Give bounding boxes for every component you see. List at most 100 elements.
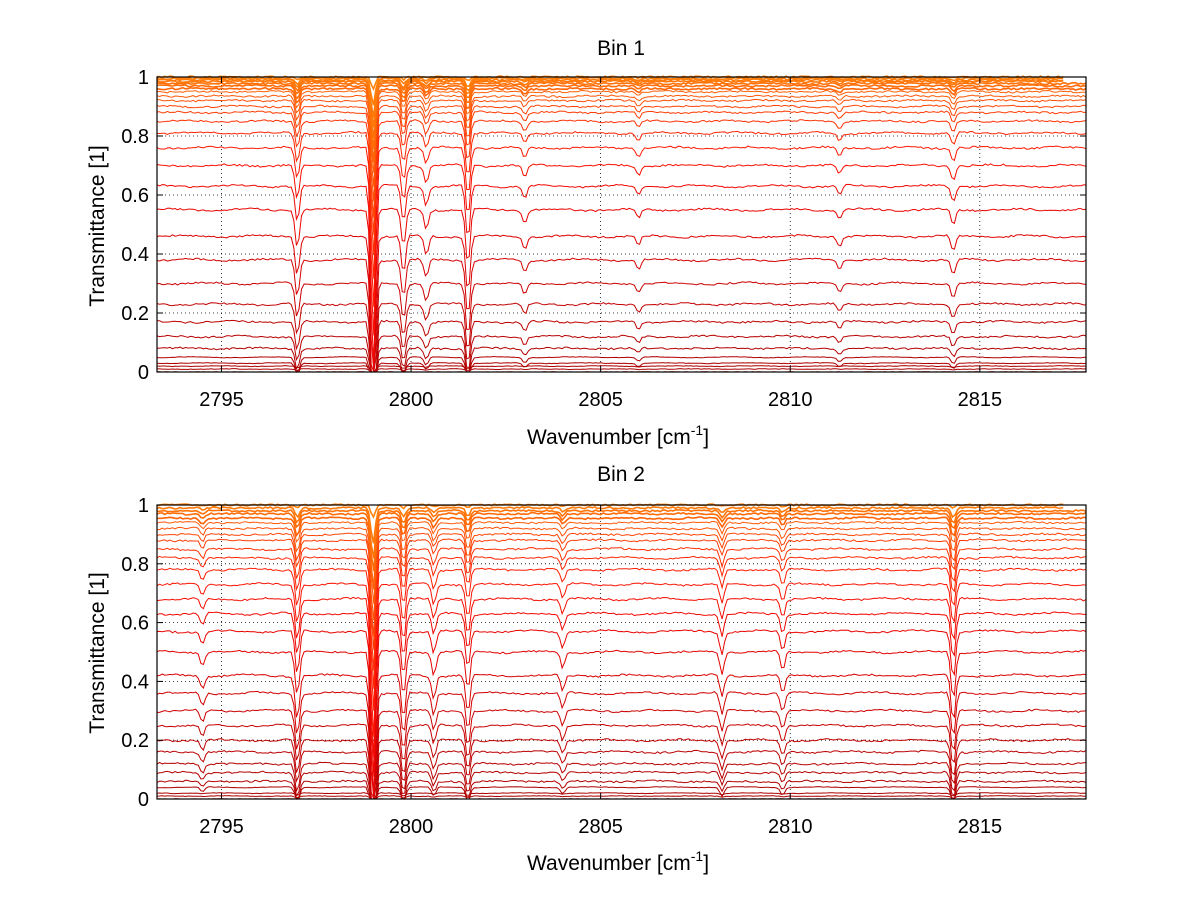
series-line — [156, 673, 1087, 800]
series-line — [156, 334, 1087, 373]
x-axis-label-base: Wavenumber [cm — [527, 852, 691, 875]
series-line — [156, 508, 1087, 559]
y-tick-label: 0.2 — [121, 730, 149, 752]
series-line — [156, 257, 1087, 373]
grid-lines — [157, 77, 1086, 372]
x-axis-label-sup: -1 — [691, 422, 704, 438]
y-tick-label: 0 — [138, 362, 149, 384]
x-tick-label: 2805 — [578, 389, 623, 411]
series-line — [157, 708, 1087, 800]
series-line — [156, 104, 1087, 219]
series-line — [156, 81, 1087, 139]
series-line — [156, 761, 1086, 800]
axes-box — [156, 504, 1087, 800]
series-line — [156, 86, 1087, 163]
series-line — [156, 749, 1087, 800]
series-line — [156, 723, 1087, 800]
series-line — [156, 183, 1086, 366]
x-axis-label: Wavenumber [cm-1] — [527, 422, 709, 449]
y-tick-labels: 0 0.2 0.4 0.6 0.8 1 — [121, 495, 149, 811]
y-tick-label: 0 — [138, 789, 149, 811]
series-line — [156, 506, 1064, 544]
series-line — [156, 301, 1086, 373]
x-axis-label-sup: -1 — [691, 848, 704, 864]
x-tick-label: 2815 — [958, 816, 1003, 838]
x-axis-label-close: ] — [703, 426, 709, 449]
series-line — [157, 526, 1087, 621]
series-lines — [156, 503, 1087, 800]
series-line — [156, 503, 1064, 519]
series-line — [156, 368, 1087, 373]
chart-panel-bin-1: Bin 1 2795 2800 2805 2810 2815 0 0.2 0.4 0.6 0.8… — [86, 37, 1087, 449]
series-line — [156, 567, 1087, 711]
x-tick-labels: 2795 2800 2805 2810 2815 — [199, 816, 1002, 838]
series-line — [156, 516, 1087, 590]
x-axis-label-base: Wavenumber [cm — [527, 426, 691, 449]
y-tick-label: 0.8 — [121, 554, 149, 576]
series-line — [156, 738, 1087, 800]
series-line — [156, 119, 1087, 256]
y-axis-label: Transmittance [1] — [86, 145, 109, 306]
y-tick-label: 0.6 — [121, 185, 149, 207]
series-line — [156, 234, 1087, 373]
series-line — [156, 130, 1087, 279]
x-axis-label-close: ] — [703, 852, 709, 875]
chart-panel-bin-2: Bin 2 2795 2800 2805 2810 2815 0 0.2 0.4 0.6 0.8… — [86, 463, 1087, 875]
series-line — [156, 555, 1087, 689]
series-line — [156, 511, 1087, 572]
x-tick-label: 2810 — [768, 816, 813, 838]
series-line — [156, 76, 1064, 106]
chart-title: Bin 2 — [597, 463, 645, 486]
series-line — [157, 98, 1087, 202]
x-tick-label: 2795 — [199, 389, 244, 411]
series-line — [156, 786, 1087, 800]
series-line — [156, 94, 1087, 187]
x-tick-label: 2795 — [199, 816, 244, 838]
y-tick-label: 0.6 — [121, 613, 149, 635]
series-line — [156, 547, 1087, 671]
series-line — [156, 596, 1087, 759]
series-line — [156, 207, 1087, 373]
x-tick-label: 2810 — [768, 389, 813, 411]
y-tick-label: 0.4 — [121, 244, 149, 266]
tick-marks — [157, 76, 1086, 373]
series-line — [156, 365, 1087, 373]
x-tick-label: 2815 — [958, 389, 1003, 411]
series-line — [156, 779, 1087, 800]
series-line — [156, 532, 1087, 637]
series-line — [156, 770, 1087, 800]
x-tick-labels: 2795 2800 2805 2810 2815 — [199, 389, 1002, 411]
series-line — [156, 319, 1087, 373]
y-tick-label: 0.4 — [121, 671, 149, 693]
series-line — [156, 792, 1087, 800]
series-line — [156, 79, 1064, 128]
series-line — [156, 346, 1087, 373]
series-line — [156, 163, 1087, 336]
chart-title: Bin 1 — [597, 37, 645, 60]
axes-box — [156, 76, 1087, 373]
x-tick-label: 2805 — [578, 816, 623, 838]
series-line — [156, 520, 1087, 604]
series-line — [156, 89, 1087, 173]
series-line — [156, 281, 1087, 373]
y-tick-labels: 0 0.2 0.4 0.6 0.8 1 — [121, 67, 149, 384]
series-lines — [156, 75, 1087, 373]
y-tick-label: 0.8 — [121, 126, 149, 148]
series-line — [156, 582, 1087, 737]
series-line — [156, 145, 1087, 308]
series-line — [156, 538, 1087, 651]
series-line — [156, 629, 1087, 800]
y-tick-label: 0.2 — [121, 303, 149, 325]
series-line — [156, 649, 1087, 800]
y-axis-label: Transmittance [1] — [86, 572, 109, 733]
series-line — [156, 110, 1086, 235]
series-line — [156, 356, 1087, 373]
series-line — [156, 690, 1086, 800]
x-axis-label: Wavenumber [cm-1] — [527, 848, 709, 875]
series-line — [156, 795, 1086, 800]
series-line — [156, 611, 1086, 777]
x-tick-label: 2800 — [389, 389, 434, 411]
tick-marks — [157, 504, 1086, 800]
y-tick-label: 1 — [138, 67, 149, 89]
